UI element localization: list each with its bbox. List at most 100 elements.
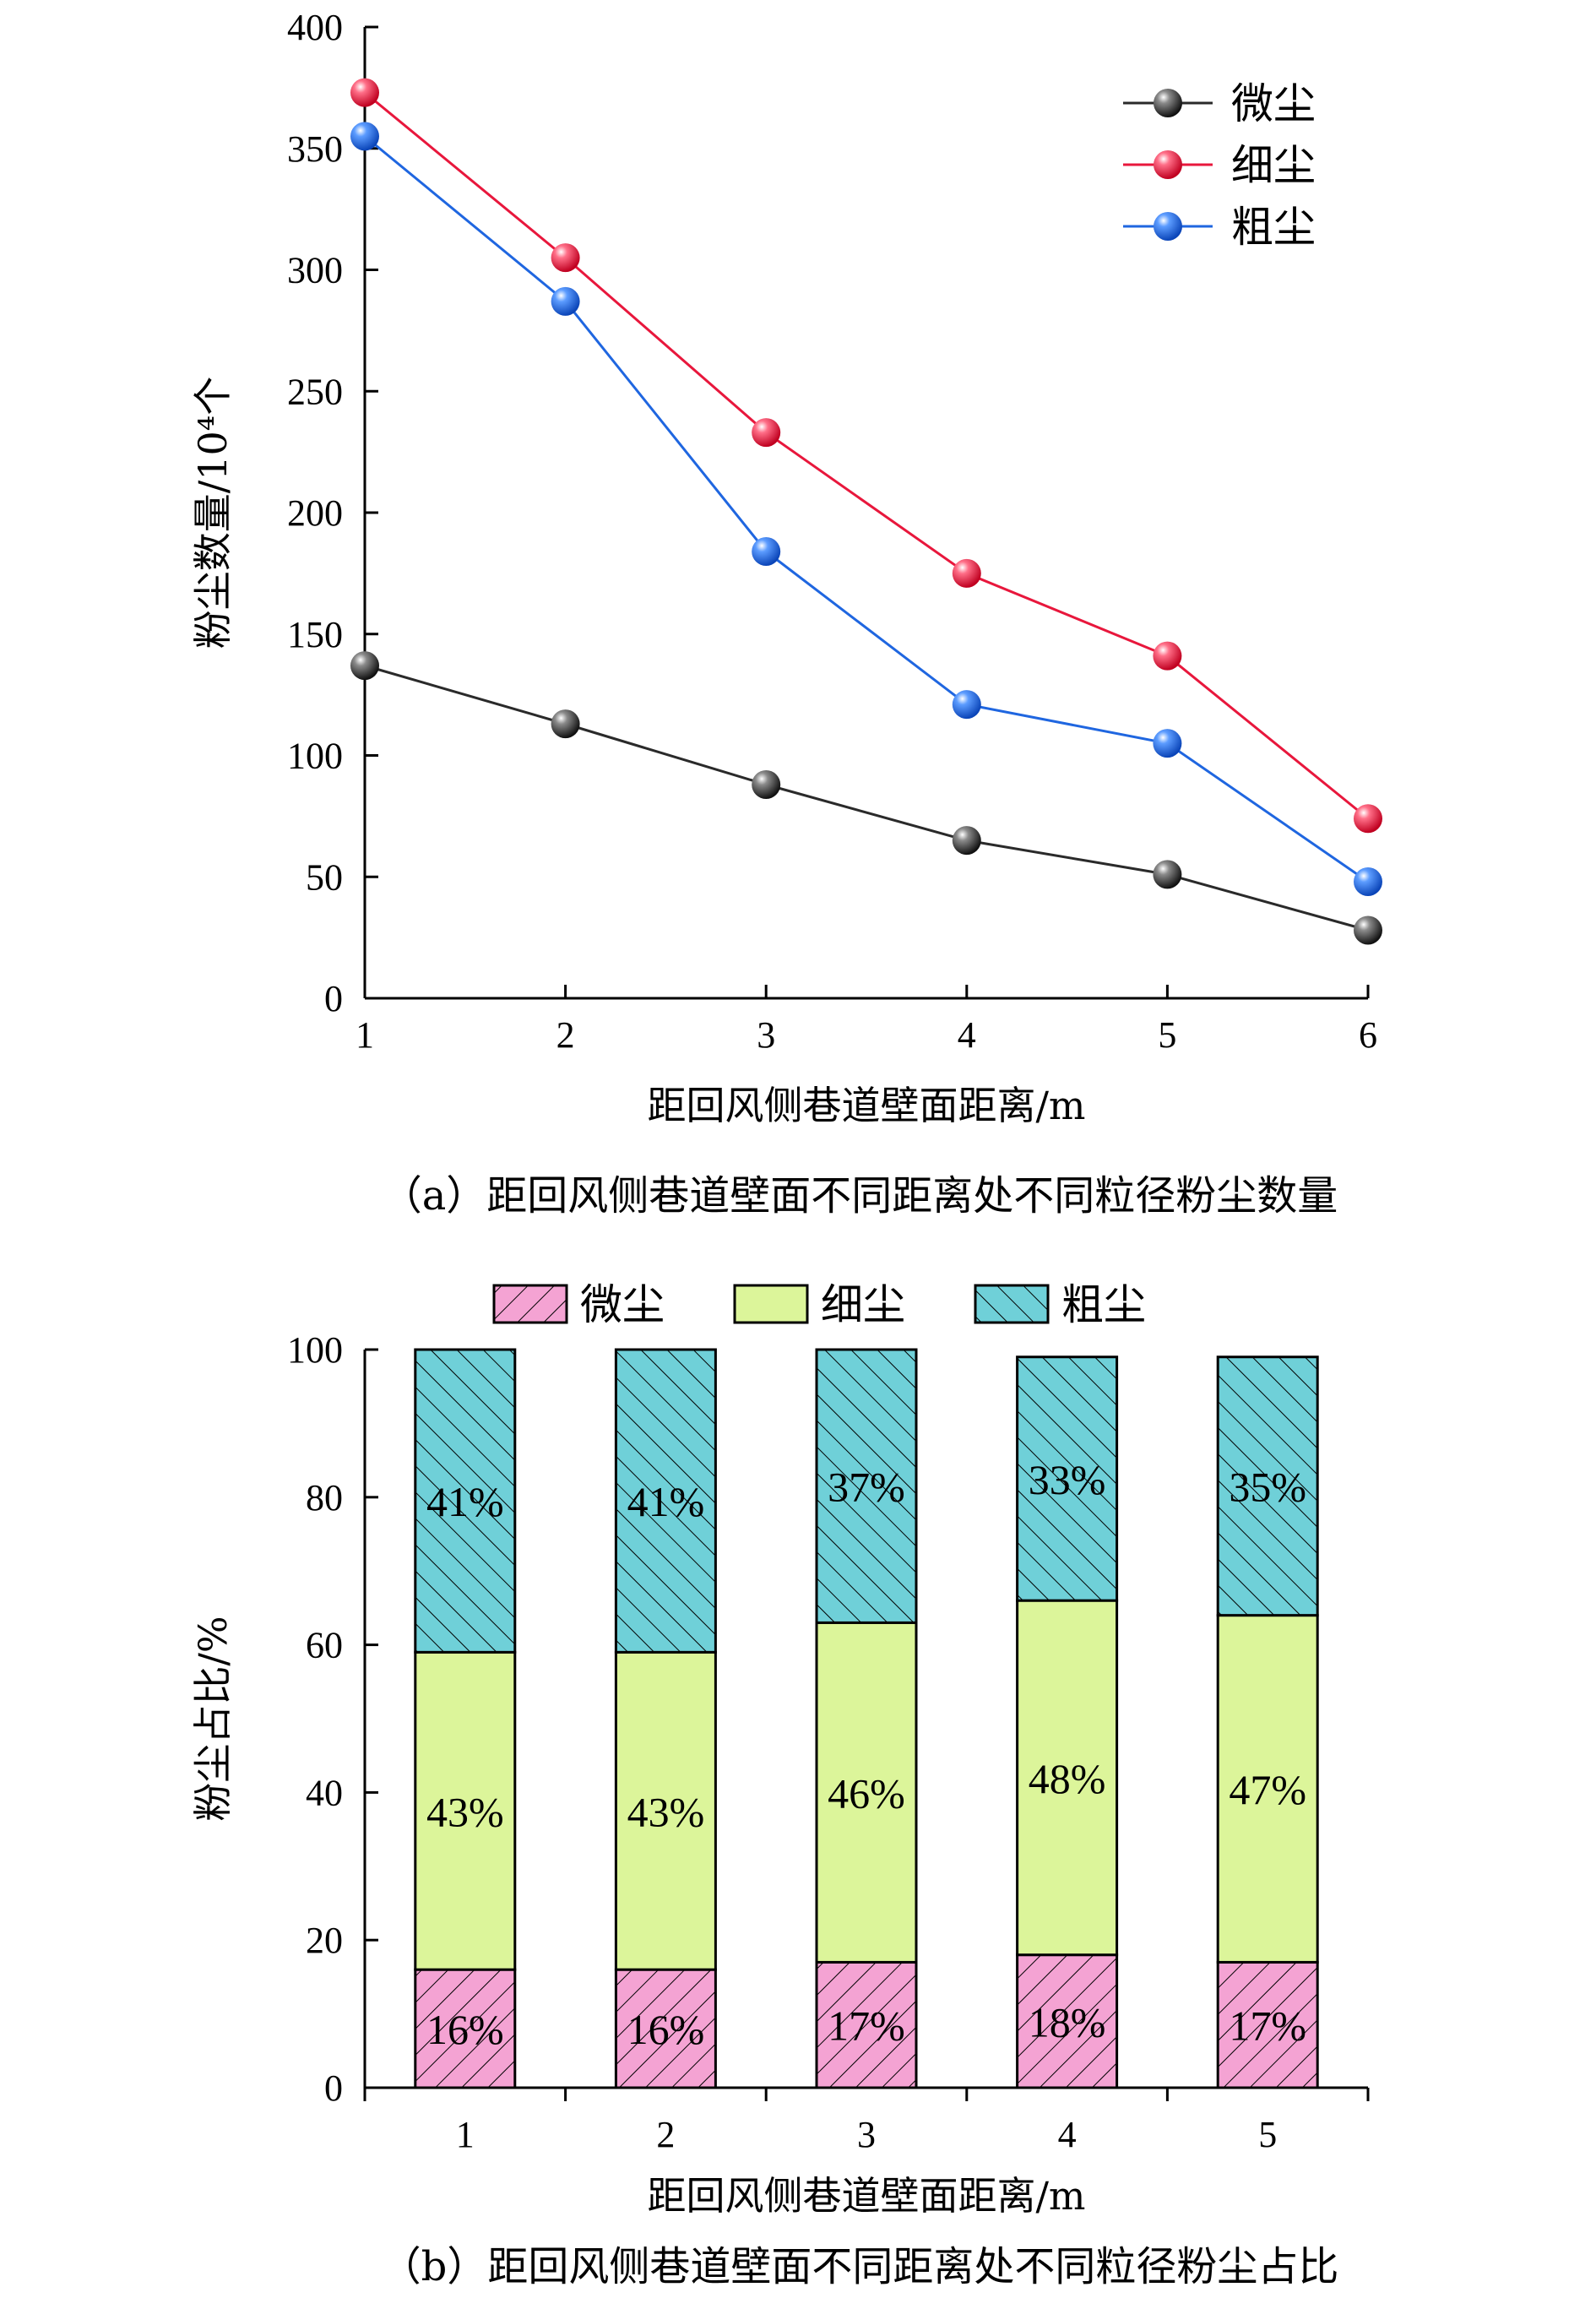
data-point [952,690,981,720]
bar-chart-y-axis-title: 粉尘占比/% [190,1616,236,1821]
bar-segment [815,1621,918,1964]
data-point [350,651,379,681]
x-tick-label: 1 [356,1014,374,1056]
line-chart-caption: （a）距回风侧巷道壁面不同距离处不同粒径粉尘数量 [382,1172,1338,1220]
series-line [364,135,1369,883]
x-tick-label: 3 [757,1014,775,1056]
line-chart-y-axis-title: 粉尘数量/10⁴个 [190,377,236,649]
legend-marker [1154,150,1182,179]
bar-segment [1016,1599,1119,1957]
legend-label: 微尘 [1231,79,1316,128]
y-tick-label: 0 [324,978,343,1019]
data-point [551,286,580,316]
bar-chart-bars: 16% 43% 41% 16% 43% 41% 17% 46% 37% 18% 48% 33% 17% 4… [414,1348,1319,2089]
bar-data-label: 48% [1029,1755,1106,1802]
bar-segment [1216,1355,1319,1617]
y-tick-label: 80 [306,1477,343,1518]
data-point [752,770,781,799]
line-chart-axes: 0 50 100 150 200 250 300 350 400 1 2 3 4 5 6 [287,7,1377,1056]
bar-segment [414,1348,517,1654]
bar-segment [614,1348,717,1654]
bar-data-label: 17% [828,2002,905,2050]
y-tick-label: 100 [287,736,343,777]
data-point [1354,915,1382,945]
data-point [952,558,981,588]
data-point [1153,641,1182,671]
bar-segment [1216,1960,1319,2089]
bar-data-label: 16% [627,2006,705,2053]
data-point [952,826,981,856]
bar-data-label: 35% [1229,1464,1306,1511]
y-tick-label: 0 [324,2067,343,2109]
x-tick-label: 4 [1058,2114,1077,2155]
data-point [551,709,580,739]
bar-chart-caption: （b）距回风侧巷道壁面不同距离处不同粒径粉尘占比 [381,2243,1339,2290]
stacked-bar-chart: 微尘 细尘 粗尘 16% 43% 41% 16% 43% 41% 17% 46% 37% 18% 48%… [190,1280,1370,2290]
y-tick-label: 200 [287,492,343,534]
bar-data-label: 37% [828,1464,905,1511]
bar-segment [614,1650,717,1971]
data-point [1354,804,1382,834]
data-point [752,537,781,566]
legend-swatch [974,1284,1050,1324]
bar-data-label: 17% [1229,2002,1306,2050]
legend-label: 粗尘 [1061,1280,1146,1329]
line-chart-x-axis-title: 距回风侧巷道壁面距离/m [647,1083,1085,1128]
data-point [350,122,379,151]
y-tick-label: 60 [306,1625,343,1666]
x-tick-label: 2 [556,1014,575,1056]
y-tick-label: 40 [306,1772,343,1813]
x-tick-label: 5 [1258,2114,1277,2155]
bar-data-label: 43% [627,1788,705,1835]
x-tick-label: 4 [958,1014,976,1056]
y-tick-label: 50 [306,856,343,898]
bar-data-label: 41% [426,1478,504,1525]
bar-chart-legend: 微尘 细尘 粗尘 [492,1280,1146,1329]
bar-chart-x-axis-title: 距回风侧巷道壁面距离/m [647,2173,1085,2219]
bar-segment [414,1968,517,2089]
data-point [551,243,580,273]
legend-label: 细尘 [1231,141,1316,190]
x-tick-label: 3 [857,2114,876,2155]
data-point [1354,867,1382,896]
bar-data-label: 18% [1029,1998,1106,2045]
data-point [1153,729,1182,758]
data-point [752,418,781,448]
bar-segment [1016,1355,1119,1602]
series-line [364,664,1369,932]
x-tick-label: 2 [656,2114,675,2155]
bar-data-label: 47% [1229,1766,1306,1813]
y-tick-label: 300 [287,250,343,291]
x-tick-label: 5 [1158,1014,1176,1056]
series-line [364,91,1369,820]
bar-data-label: 41% [627,1478,705,1525]
legend-label: 微尘 [580,1280,665,1329]
y-tick-label: 100 [287,1329,343,1371]
legend-swatch [492,1284,568,1324]
data-point [1153,860,1182,889]
bar-segment [815,1348,918,1624]
legend-swatch [733,1284,809,1324]
x-tick-label: 1 [456,2114,475,2155]
y-tick-label: 400 [287,7,343,48]
data-point [350,78,379,107]
legend-label: 粗尘 [1231,203,1316,252]
legend-marker [1154,212,1182,241]
bar-segment [1016,1953,1119,2089]
bar-chart-axes: 0 20 40 60 80 100 1 2 3 4 5 [287,1329,1370,2155]
y-tick-label: 250 [287,371,343,412]
x-tick-label: 6 [1359,1014,1377,1056]
bar-data-label: 16% [426,2006,504,2053]
y-tick-label: 350 [287,128,343,170]
bar-data-label: 43% [426,1788,504,1835]
bar-segment [815,1960,918,2089]
bar-segment [1216,1614,1319,1964]
y-tick-label: 20 [306,1920,343,1961]
line-chart-series [350,78,1382,945]
y-tick-label: 150 [287,614,343,655]
bar-data-label: 46% [828,1769,905,1817]
legend-marker [1154,89,1182,117]
